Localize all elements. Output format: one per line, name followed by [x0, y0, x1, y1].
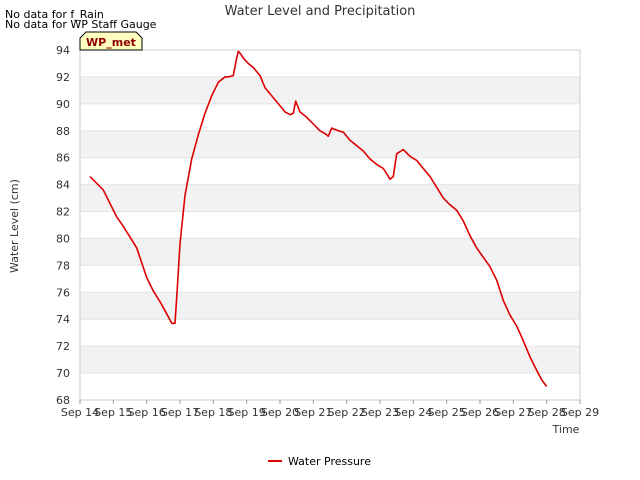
x-tick-label: Sep 29: [561, 406, 599, 419]
x-tick-label: Sep 25: [428, 406, 466, 419]
plot-band: [80, 130, 580, 158]
plot-band: [80, 184, 580, 212]
x-tick-label: Sep 17: [161, 406, 199, 419]
x-tick-label: Sep 24: [394, 406, 432, 419]
badge-label: WP_met: [86, 36, 136, 49]
legend: Water Pressure: [268, 455, 371, 468]
x-tick-label: Sep 14: [61, 406, 99, 419]
x-tick-label: Sep 26: [461, 406, 499, 419]
plot-band: [80, 238, 580, 266]
legend-label-water-pressure: Water Pressure: [288, 455, 371, 468]
y-axis-label: Water Level (cm): [8, 179, 21, 273]
x-tick-label: Sep 20: [261, 406, 299, 419]
plot-band: [80, 76, 580, 104]
y-tick-label: 78: [56, 259, 70, 272]
plot-band: [80, 346, 580, 374]
y-tick-label: 82: [56, 206, 70, 219]
chart-title: Water Level and Precipitation: [225, 4, 416, 19]
x-tick-label: Sep 21: [294, 406, 332, 419]
y-tick-label: 84: [56, 179, 70, 192]
series-line-water-pressure: [89, 50, 548, 387]
series-layer: [89, 50, 548, 387]
y-tick-label: 92: [56, 71, 70, 84]
y-tick-label: 70: [56, 367, 70, 380]
x-tick-label: Sep 16: [128, 406, 166, 419]
x-tick-label: Sep 22: [328, 406, 366, 419]
y-tick-label: 94: [56, 44, 70, 57]
wp-met-badge: WP_met: [79, 31, 143, 51]
x-tick-label: Sep 15: [94, 406, 132, 419]
x-tick-label: Sep 23: [361, 406, 399, 419]
x-tick-label: Sep 19: [228, 406, 266, 419]
plot-grid: [80, 49, 580, 401]
y-axis-ticks: 68 70 72 74 76 78 80 82 84 86 88 90 92 94: [56, 44, 70, 407]
y-tick-label: 90: [56, 98, 70, 111]
no-data-note-rain: No data for f_Rain: [5, 8, 104, 21]
y-tick-label: 72: [56, 340, 70, 353]
y-tick-label: 80: [56, 232, 70, 245]
y-tick-label: 76: [56, 286, 70, 299]
x-tick-label: Sep 27: [494, 406, 532, 419]
y-tick-label: 88: [56, 125, 70, 138]
x-tick-label: Sep 18: [194, 406, 232, 419]
plot-band: [80, 292, 580, 320]
x-axis-label: Time: [552, 423, 580, 436]
y-tick-label: 86: [56, 152, 70, 165]
y-tick-label: 74: [56, 313, 70, 326]
no-data-note-staff-gauge: No data for WP Staff Gauge: [5, 18, 157, 31]
x-tick-label: Sep 28: [528, 406, 566, 419]
plot-frame: [79, 49, 581, 401]
plot-bands: [80, 76, 580, 374]
badge-shape: [79, 31, 143, 51]
y-tick-label: 68: [56, 394, 70, 407]
